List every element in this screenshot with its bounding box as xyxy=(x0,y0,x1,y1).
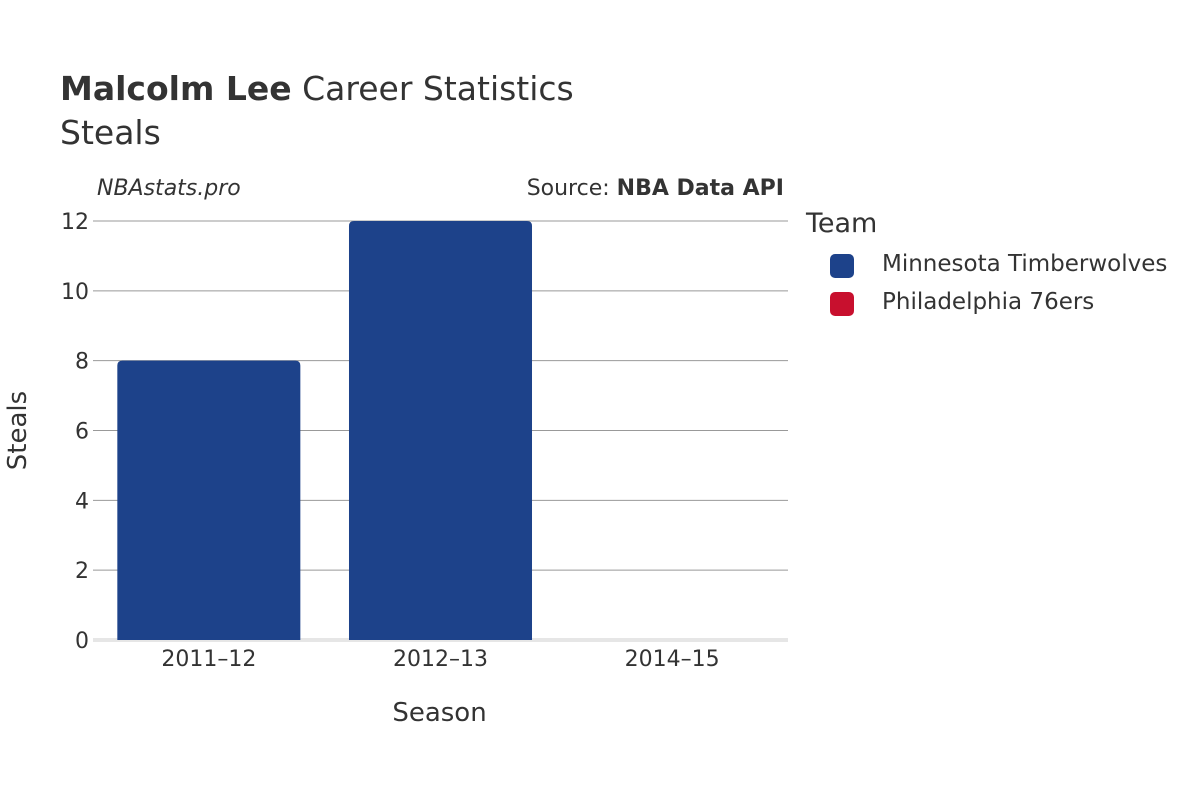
title-rest: Career Statistics xyxy=(291,69,574,108)
x-tick-label: 2012–13 xyxy=(393,647,488,672)
legend-swatch-philadelphia xyxy=(830,292,854,316)
chart-subtitle: Steals xyxy=(60,113,161,152)
legend-swatch-minnesota xyxy=(830,254,854,278)
x-tick-label: 2011–12 xyxy=(161,647,256,672)
y-tick-label: 12 xyxy=(61,210,89,235)
y-tick-label: 4 xyxy=(75,489,89,514)
bar-2012–13-minnesota-timberwolves[interactable] xyxy=(348,221,533,640)
y-tick-label: 8 xyxy=(75,350,89,375)
x-tick-label: 2014–15 xyxy=(625,647,720,672)
y-tick-label: 2 xyxy=(75,559,89,584)
legend-item-philadelphia-76ers[interactable]: Philadelphia 76ers xyxy=(830,289,1094,316)
y-axis-title: Steals xyxy=(3,391,33,470)
source-prefix: Source: xyxy=(526,176,617,201)
legend-label: Minnesota Timberwolves xyxy=(882,251,1168,277)
data-source: Source: NBA Data API xyxy=(527,176,784,201)
bar-2011–12-minnesota-timberwolves[interactable] xyxy=(117,360,301,640)
x-axis-title: Season xyxy=(392,698,486,728)
player-name: Malcolm Lee xyxy=(60,69,292,108)
site-credit: NBAstats.pro xyxy=(97,176,241,201)
y-tick-label: 6 xyxy=(75,420,89,445)
legend-label: Philadelphia 76ers xyxy=(882,289,1095,315)
y-tick-label: 10 xyxy=(61,280,89,305)
chart-title: Malcolm Lee Career Statistics xyxy=(60,68,574,110)
source-name: NBA Data API xyxy=(616,176,784,201)
legend-title: Team xyxy=(806,208,878,239)
y-tick-label: 0 xyxy=(75,629,89,654)
legend-item-minnesota-timberwolves[interactable]: Minnesota Timberwolves xyxy=(830,251,1167,278)
